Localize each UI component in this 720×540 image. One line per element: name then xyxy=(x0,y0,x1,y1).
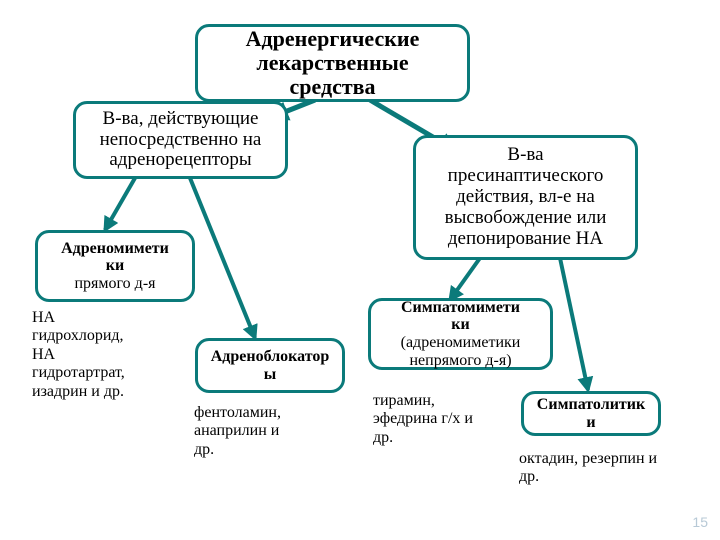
node-presyn: В-вапресинаптическогодействия, вл-е навы… xyxy=(413,135,638,260)
arrow-4 xyxy=(450,258,480,300)
arrow-5 xyxy=(560,258,588,390)
page-number: 15 xyxy=(692,514,708,530)
caption-na: НАгидрохлорид,НАгидротартрат,изадрин и д… xyxy=(32,309,125,401)
caption-okta: октадин, резерпин идр. xyxy=(519,450,657,487)
node-blockers: Адреноблокаторы xyxy=(195,338,345,393)
node-symplyt: Симпатолитики xyxy=(521,391,661,436)
arrow-3 xyxy=(190,178,255,338)
arrow-2 xyxy=(105,178,135,230)
node-sympmim: Симпатомиметики(адреномиметикинепрямого … xyxy=(368,298,553,370)
caption-fent: фентоламин,анаприлин идр. xyxy=(194,404,281,459)
caption-tira: тирамин,эфедрина г/х идр. xyxy=(373,392,473,447)
node-root: Адренергическиелекарственныесредства xyxy=(195,24,470,102)
node-mimetics: Адреномиметикипрямого д-я xyxy=(35,230,195,302)
node-direct: В-ва, действующиенепосредственно наадрен… xyxy=(73,101,288,179)
